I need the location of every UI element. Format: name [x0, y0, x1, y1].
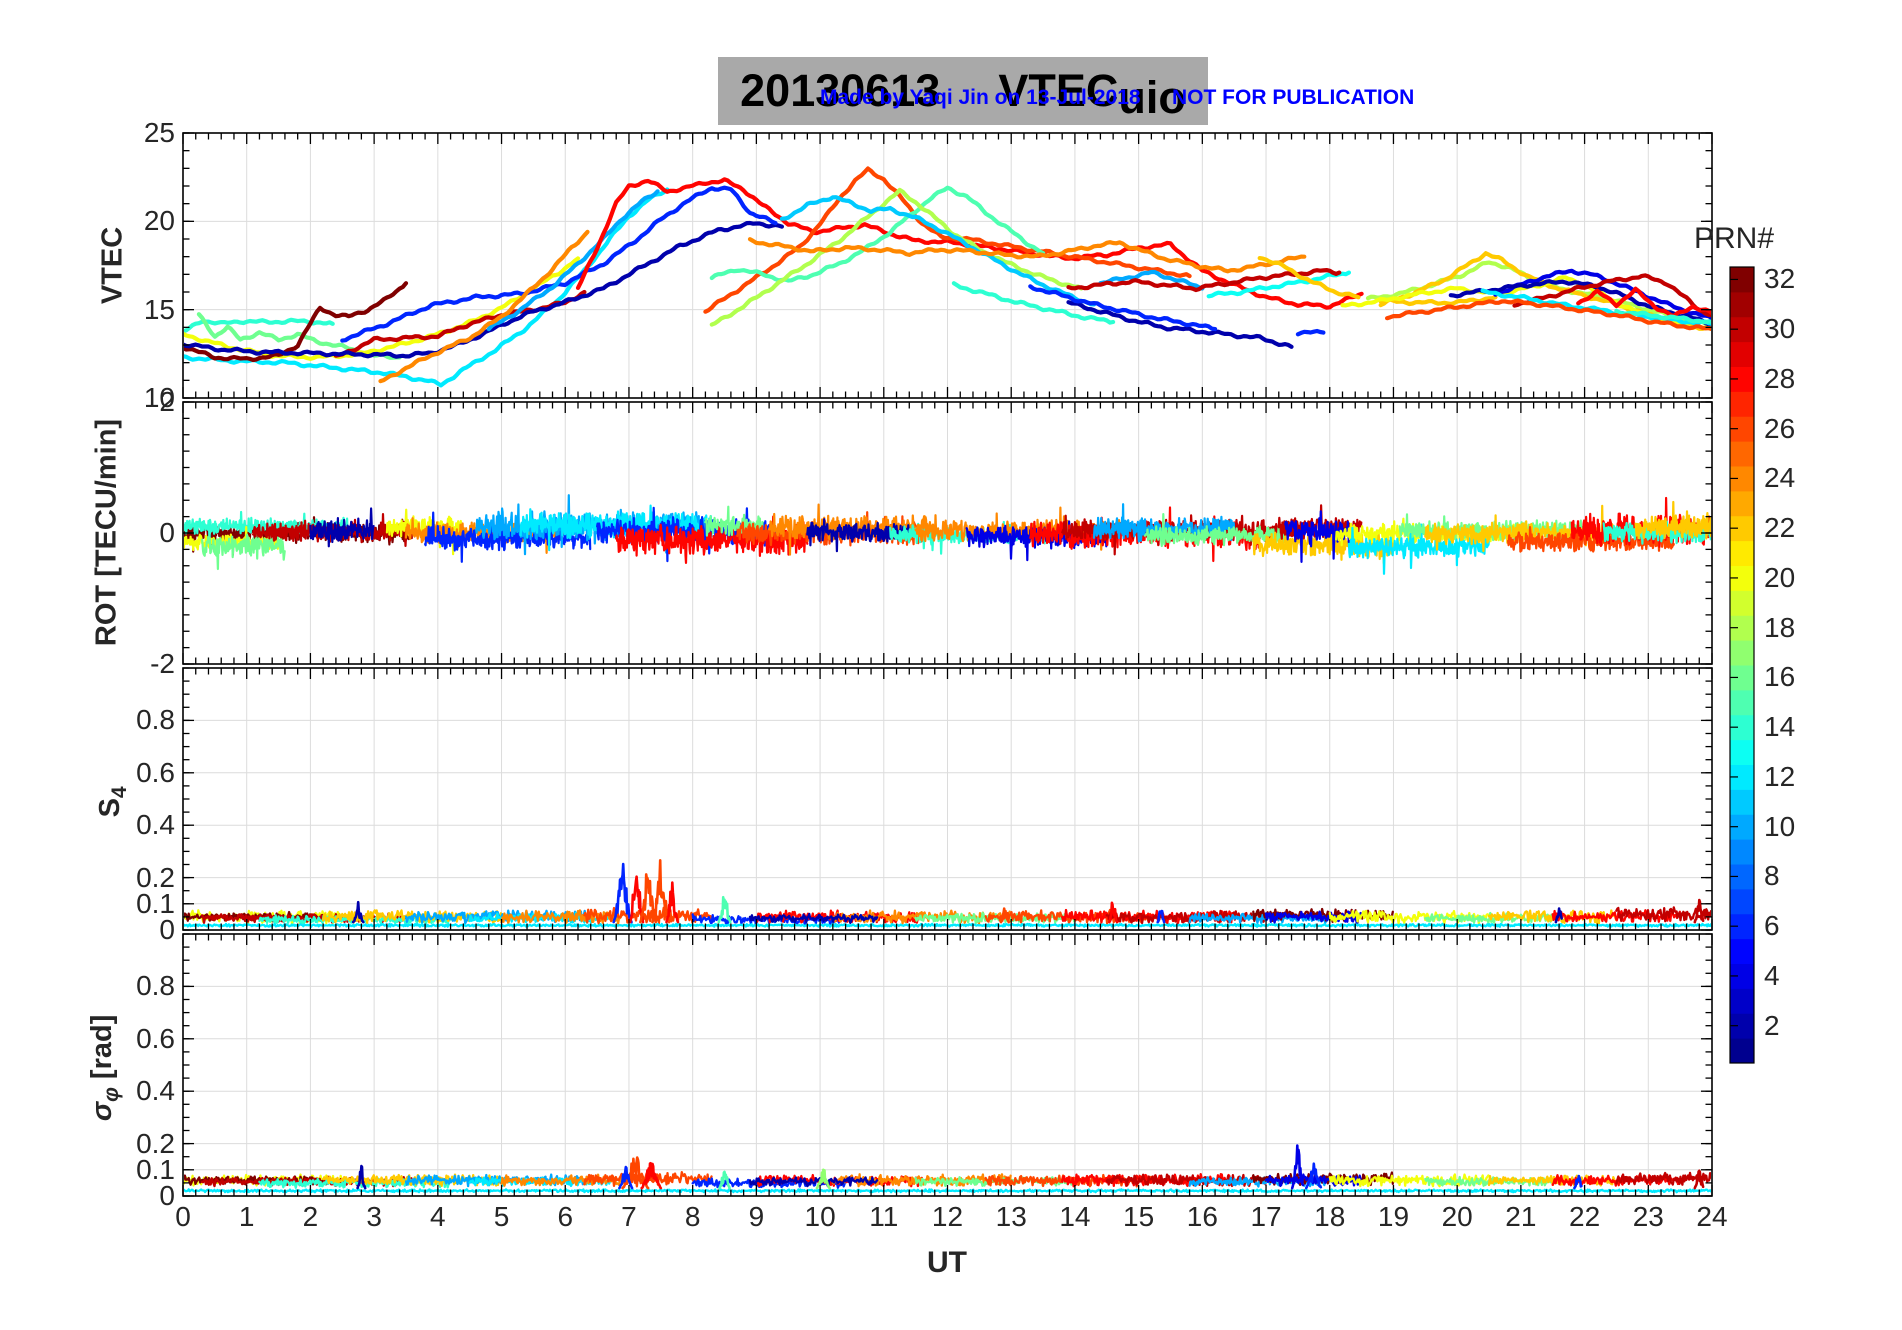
sigma-panel-border: [182, 933, 1713, 1197]
sigma-ytick-label: 0.8: [136, 970, 175, 1002]
colorbar-tick-label: 4: [1764, 959, 1780, 991]
x-tick-label: 8: [684, 1201, 701, 1232]
x-tick-label: 0: [175, 1201, 191, 1232]
rot-series: [184, 494, 1711, 575]
colorbar-tick-label: 28: [1764, 362, 1796, 394]
x-tick-label: 5: [493, 1201, 510, 1232]
xlabel-ut: UT: [927, 1246, 967, 1279]
colorbar-tick-label: 32: [1764, 263, 1796, 295]
x-tick-label: 17: [1250, 1201, 1282, 1232]
colorbar-title: PRN#: [1694, 222, 1775, 255]
colorbar-tick-label: 18: [1764, 611, 1796, 643]
not-for-publication-text: NOT FOR PUBLICATION: [1172, 86, 1415, 109]
x-tick-label: 14: [1059, 1201, 1091, 1232]
x-tick-label: 3: [366, 1201, 382, 1232]
colorbar-tick-label: 6: [1764, 910, 1780, 942]
s4-ytick-label: 0.8: [136, 704, 175, 736]
credit-text: Made by Yaqi Jin on 13-Jul-2018: [820, 86, 1141, 109]
sigma-series: [184, 1144, 1711, 1194]
title-main: VTEC: [998, 65, 1119, 116]
title-sub: uio: [1118, 72, 1186, 123]
x-tick-label: 22: [1569, 1201, 1601, 1232]
rot-ytick-label: 2: [159, 386, 175, 417]
title-date: 20130613: [740, 65, 941, 116]
sigma-ytick-label: 0.4: [136, 1075, 175, 1107]
x-tick-label: 23: [1632, 1201, 1664, 1232]
colorbar-tick-label: 10: [1764, 810, 1796, 842]
s4-panel-border: [182, 667, 1713, 931]
vtec-ytick-label: 10: [143, 382, 175, 413]
vtec-ytick-label: 25: [143, 117, 175, 148]
x-tick-label: 19: [1377, 1201, 1410, 1232]
s4-series: [184, 858, 1711, 928]
axis-ticks: [182, 132, 1713, 1197]
colorbar-tick-label: 2: [1764, 1009, 1780, 1041]
s4-ytick-label: 0: [159, 914, 175, 945]
x-tick-label: 21: [1505, 1201, 1537, 1232]
colorbar: [1729, 266, 1755, 1064]
x-tick-label: 6: [557, 1201, 574, 1232]
colorbar-tick-label: 16: [1764, 661, 1796, 693]
sigma-ytick-label: 0.6: [136, 1022, 175, 1054]
x-tick-label: 7: [621, 1201, 637, 1232]
x-tick-label: 16: [1186, 1201, 1218, 1232]
s4-ytick-label: 0.4: [136, 809, 175, 841]
x-tick-label: 11: [869, 1201, 899, 1232]
rot-ytick-label: 0: [159, 517, 175, 548]
x-tick-label: 15: [1123, 1201, 1155, 1232]
s4-ytick-label: 0.1: [136, 887, 175, 919]
x-tick-label: 20: [1441, 1201, 1473, 1232]
vtec-panel-border: [182, 132, 1713, 399]
colorbar-tick-label: 24: [1764, 462, 1796, 494]
colorbar-tick-label: 20: [1764, 561, 1796, 593]
sigma-ytick-label: 0: [159, 1180, 175, 1211]
rot-panel-border: [182, 401, 1713, 665]
x-tick-label: 4: [430, 1201, 446, 1232]
colorbar-tick-label: 8: [1764, 860, 1780, 892]
colorbar-tick-label: 14: [1764, 711, 1796, 743]
colorbar-tick-label: 12: [1764, 760, 1796, 792]
colorbar-tick-label: 30: [1764, 313, 1796, 345]
vtec-ytick-label: 20: [143, 205, 175, 237]
x-tick-label: 18: [1314, 1201, 1346, 1232]
s4-ytick-label: 0.6: [136, 756, 175, 788]
x-tick-label: 1: [238, 1201, 255, 1232]
colorbar-tick-label: 26: [1764, 412, 1796, 444]
vtec-ytick-label: 15: [143, 293, 175, 325]
x-tick-label: 24: [1696, 1201, 1728, 1232]
s4-ytick-label: 0.2: [136, 861, 175, 893]
vtec-series: [184, 166, 1711, 388]
x-tick-label: 9: [748, 1201, 765, 1232]
sigma-ytick-label: 0.2: [136, 1127, 175, 1159]
figure-title: 20130613 VTEC uio: [718, 57, 1208, 125]
x-tick-label: 12: [931, 1201, 964, 1232]
sigma-ytick-label: 0.1: [136, 1153, 175, 1185]
x-tick-label: 10: [804, 1201, 836, 1232]
colorbar-tick-label: 22: [1764, 512, 1796, 544]
x-tick-label: 13: [995, 1201, 1027, 1232]
x-tick-label: 2: [302, 1201, 319, 1232]
rot-ytick-label: -2: [150, 648, 175, 679]
